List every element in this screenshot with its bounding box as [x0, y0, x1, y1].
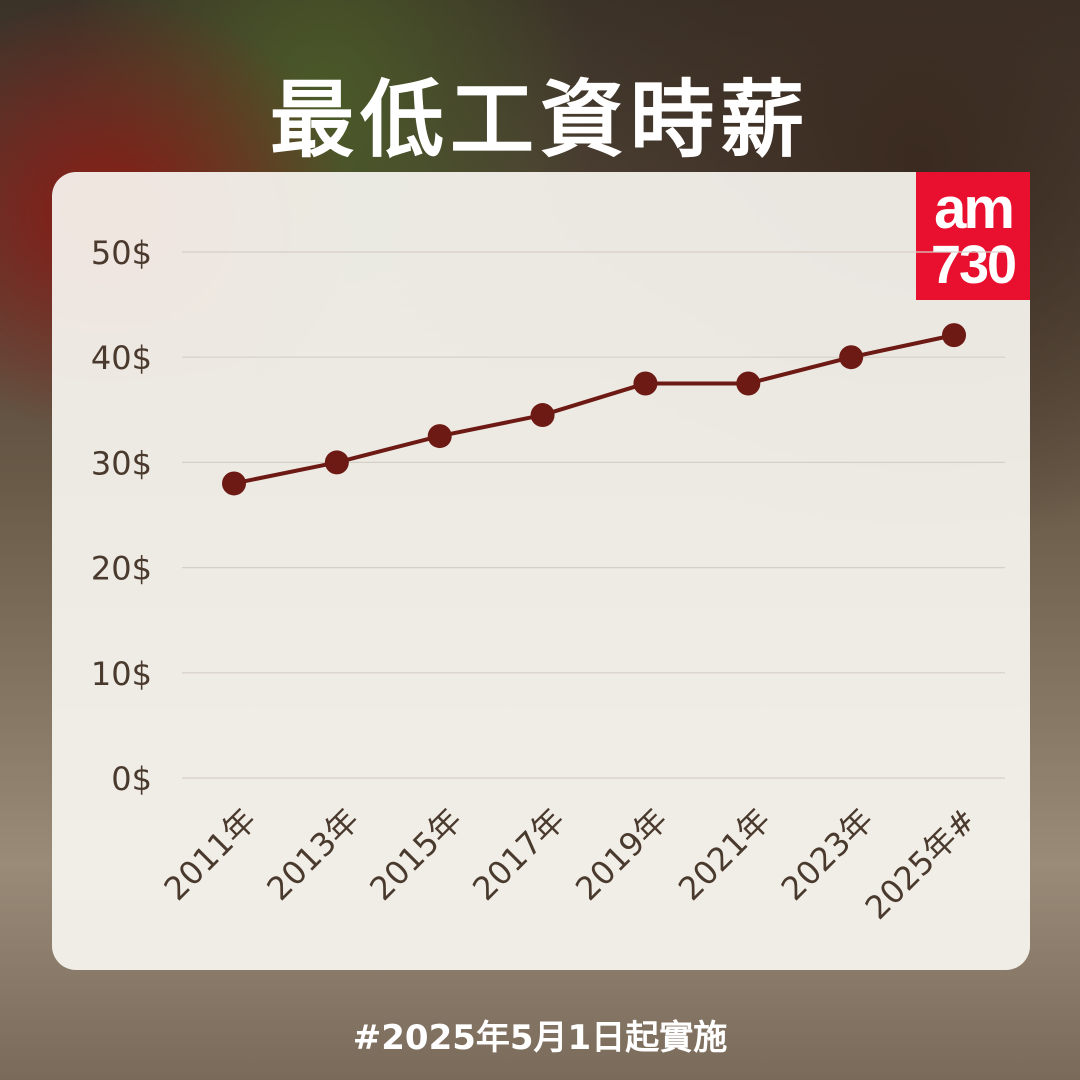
- data-point: [942, 323, 967, 348]
- data-point: [427, 424, 452, 449]
- y-tick-label: 0$: [111, 760, 152, 798]
- x-tick-label: 2017年: [465, 801, 572, 908]
- data-point: [736, 371, 761, 396]
- series-line: [233, 333, 955, 486]
- page-title: 最低工資時薪: [269, 71, 810, 169]
- y-tick-label: 20$: [91, 550, 152, 588]
- x-tick-label: 2025年#: [858, 801, 984, 927]
- data-point: [633, 371, 658, 396]
- chart-card: [52, 172, 1030, 970]
- data-point: [839, 345, 864, 370]
- logo-line2: 730: [930, 235, 1017, 295]
- y-tick-label: 50$: [91, 234, 152, 272]
- x-tick-label: 2019年: [568, 801, 675, 908]
- am730-logo: am 730: [916, 172, 1030, 300]
- y-tick-label: 40$: [91, 339, 152, 377]
- data-point: [222, 471, 246, 496]
- logo-line1: am: [934, 176, 1015, 241]
- x-tick-label: 2013年: [259, 801, 366, 908]
- footer-note: #2025年5月1日起實施: [352, 1018, 728, 1058]
- data-point: [324, 450, 349, 475]
- data-point: [530, 403, 555, 428]
- x-tick-label: 2021年: [671, 801, 778, 908]
- x-tick-label: 2015年: [362, 801, 469, 908]
- y-tick-label: 30$: [91, 444, 152, 482]
- y-tick-label: 10$: [91, 655, 152, 693]
- x-tick-label: 2011年: [157, 801, 264, 908]
